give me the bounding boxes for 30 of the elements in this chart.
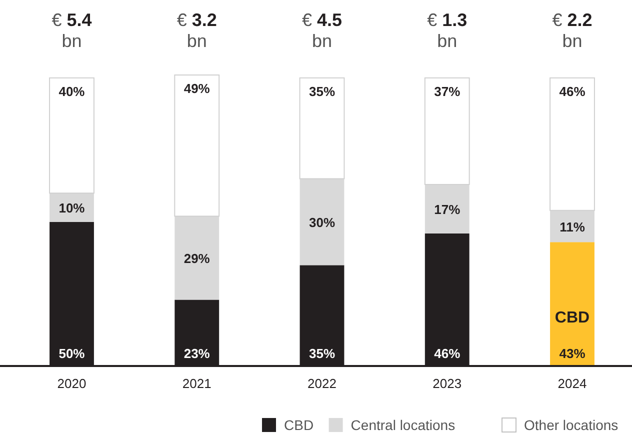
text: € 2.2 bn: [552, 10, 592, 51]
x-tick-label: 2024: [558, 376, 587, 391]
x-tick-label: 2023: [432, 376, 462, 391]
data-label: 10%: [58, 200, 86, 216]
x-tick-label: 2022: [308, 376, 336, 391]
legend-label: Other locations: [524, 417, 618, 433]
data-label: 35%: [308, 84, 336, 99]
text: € 3.2 bn: [176, 10, 217, 51]
x-tick-label: 2021: [182, 376, 212, 391]
data-label: 11%: [560, 219, 586, 234]
data-label: 43%: [559, 346, 586, 361]
data-label: 49%: [184, 81, 210, 96]
bar: [550, 242, 594, 366]
data-label: 46%: [434, 346, 461, 361]
data-label: 35%: [308, 346, 336, 361]
legend-label: Central locations: [350, 417, 456, 433]
data-label: 29%: [184, 250, 210, 266]
text: € 5.4 bn: [52, 10, 92, 51]
data-label: 46%: [559, 84, 586, 99]
annotation: CBD: [554, 309, 590, 326]
data-label: 30%: [308, 214, 336, 230]
data-label: 23%: [184, 346, 210, 361]
text: € 1.3 bn: [427, 10, 468, 51]
x-tick-label: 2020: [57, 376, 86, 391]
data-label: 37%: [434, 84, 461, 99]
text: € 4.5 bn: [302, 10, 342, 51]
data-label: 50%: [58, 346, 86, 361]
data-label: 40%: [58, 84, 86, 99]
legend-label: CBD: [284, 417, 314, 433]
data-label: 17%: [434, 202, 461, 217]
